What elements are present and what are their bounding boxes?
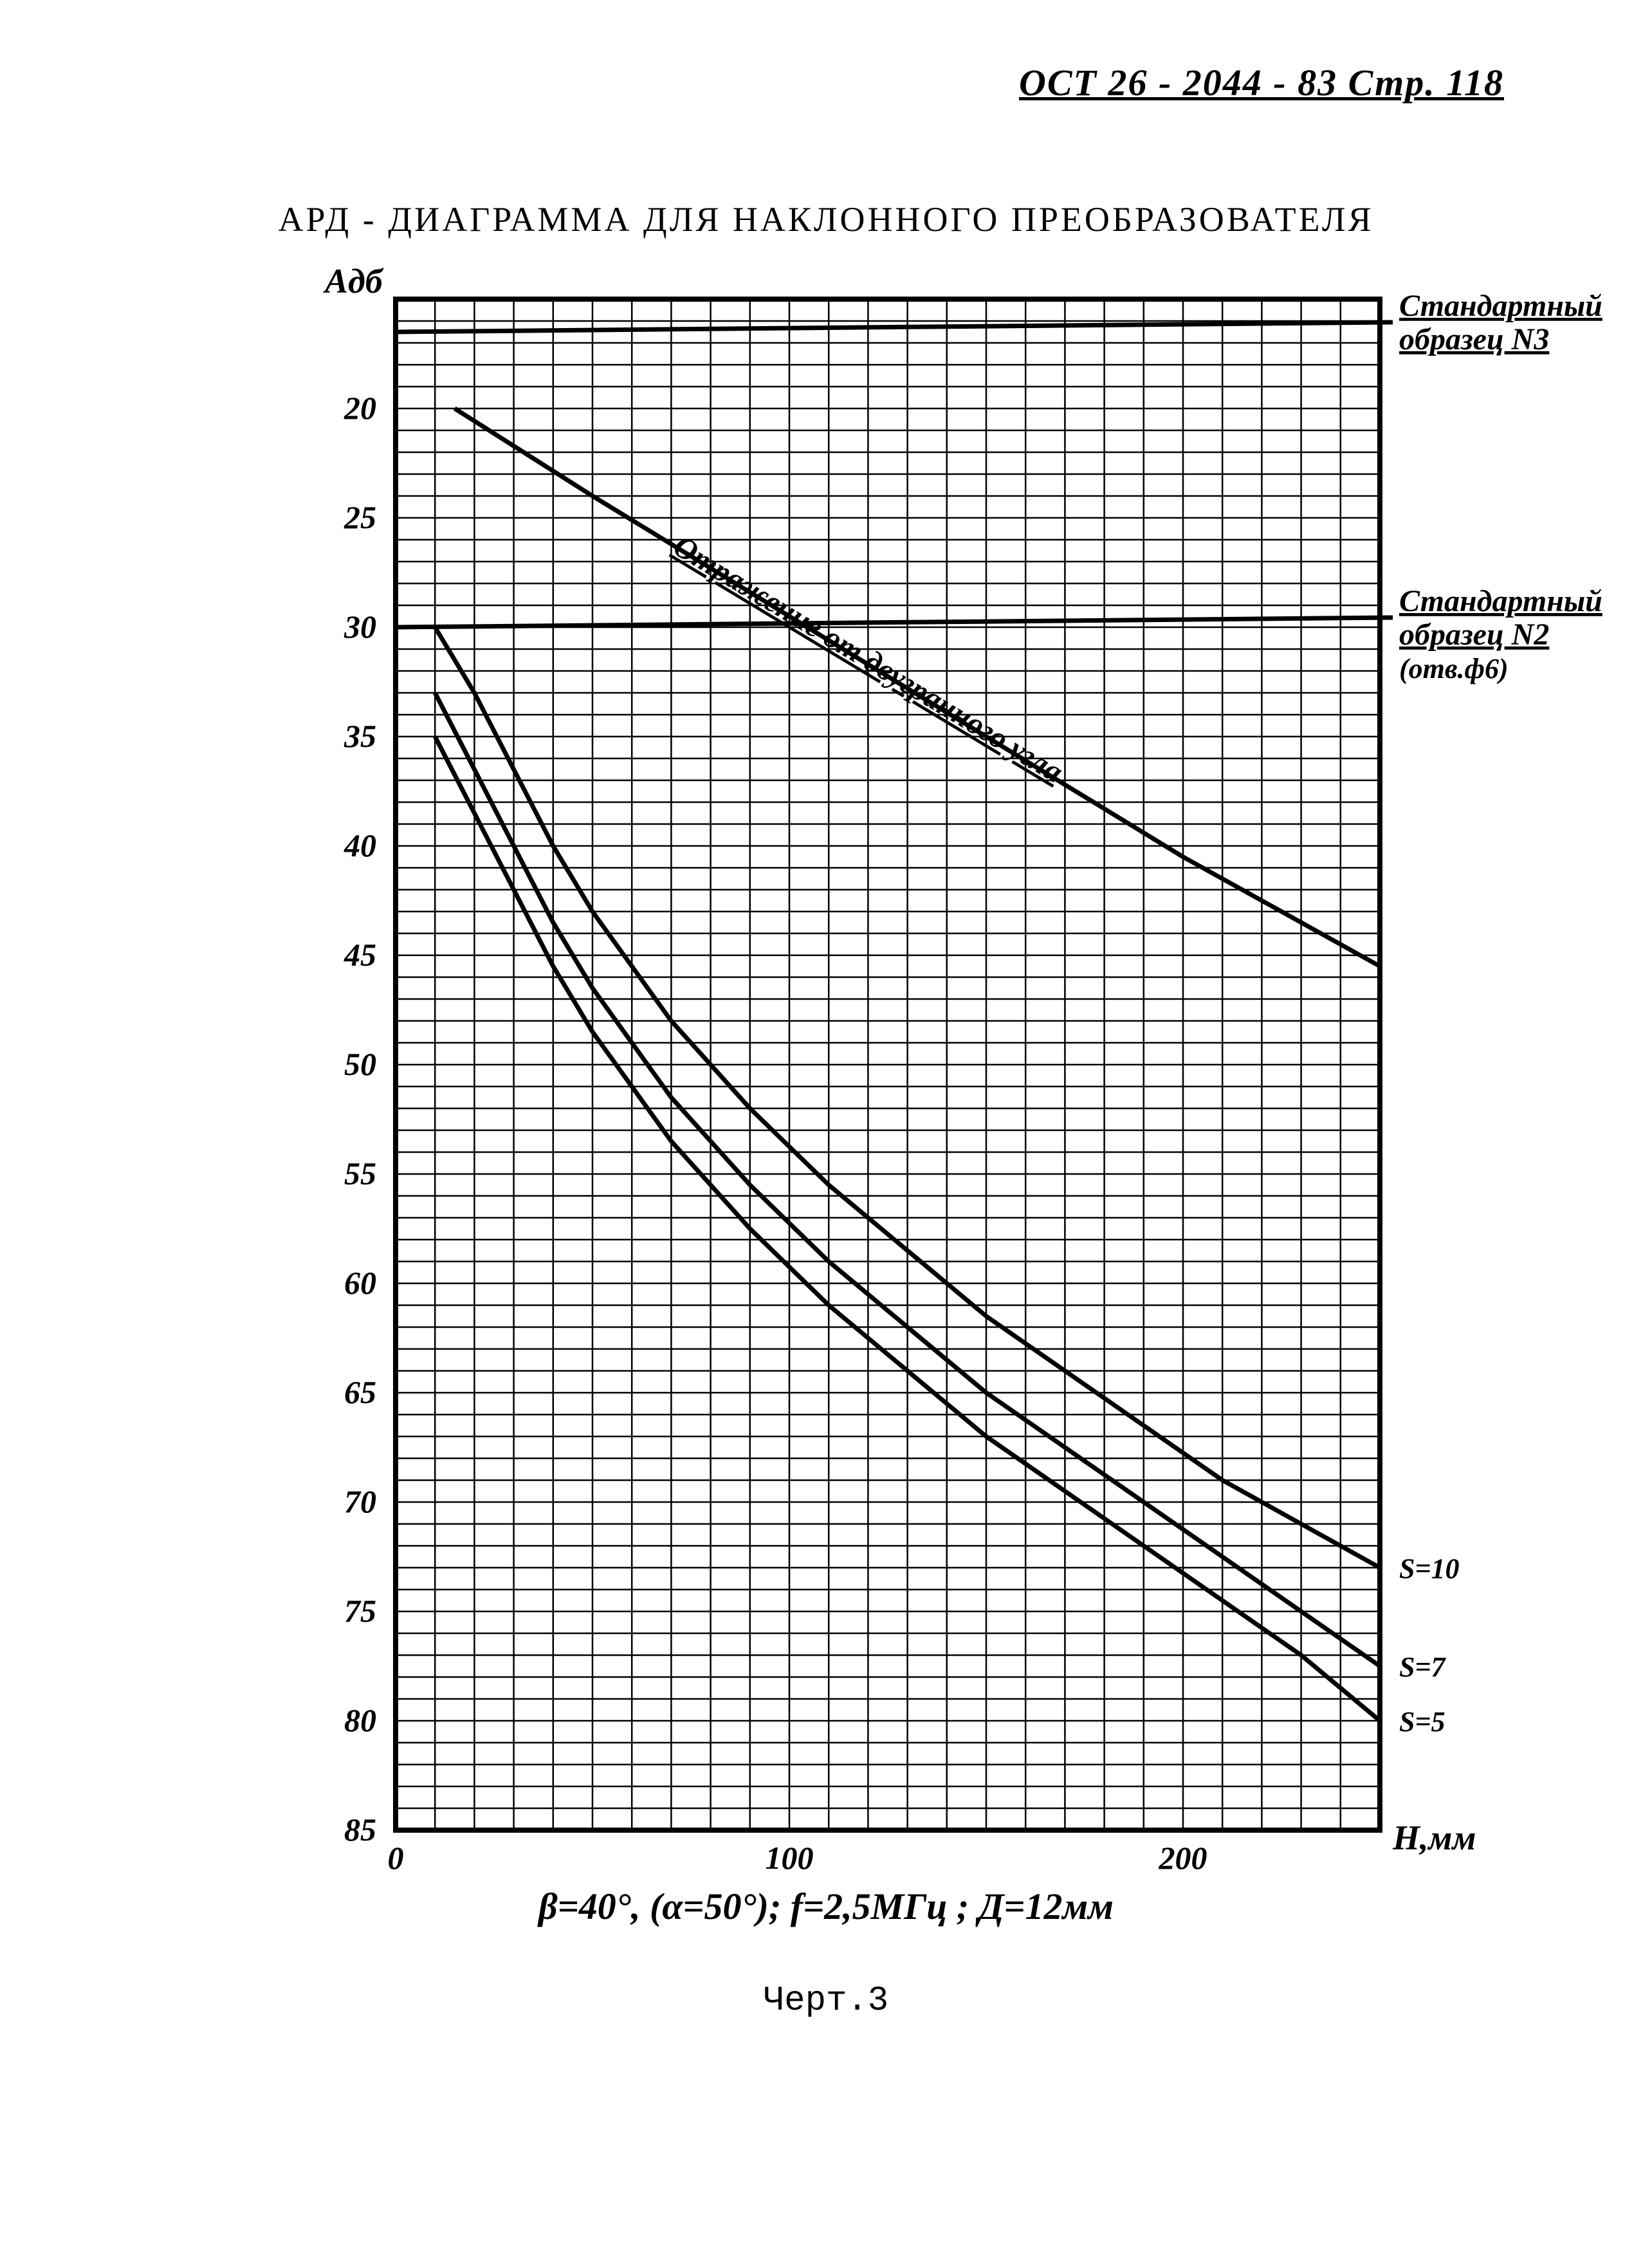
svg-text:60: 60: [344, 1265, 376, 1301]
ard-chart: 2025303540455055606570758085Aдб0100200H,…: [280, 261, 1264, 1837]
svg-text:40: 40: [344, 827, 376, 863]
svg-text:45: 45: [344, 937, 376, 973]
svg-text:100: 100: [766, 1840, 814, 1876]
document-header: ОСТ 26 - 2044 - 83 Стр. 118: [1019, 61, 1504, 104]
svg-text:образец N3: образец N3: [1399, 322, 1549, 356]
svg-text:75: 75: [344, 1593, 376, 1629]
svg-text:Стандартный: Стандартный: [1399, 584, 1602, 618]
svg-text:25: 25: [344, 499, 376, 535]
svg-text:85: 85: [344, 1811, 376, 1848]
svg-text:образец N2: образец N2: [1399, 618, 1549, 652]
svg-text:0: 0: [388, 1840, 404, 1876]
svg-text:55: 55: [344, 1155, 376, 1191]
svg-text:30: 30: [344, 609, 376, 645]
svg-text:S=7: S=7: [1399, 1651, 1447, 1683]
svg-text:Стандартный: Стандартный: [1399, 289, 1602, 323]
chart-title: АРД - ДИАГРАММА ДЛЯ НАКЛОННОГО ПРЕОБРАЗО…: [0, 199, 1652, 239]
svg-text:S=5: S=5: [1399, 1706, 1446, 1738]
svg-text:70: 70: [344, 1483, 376, 1519]
figure-label: Черт.3: [0, 1981, 1652, 2021]
svg-text:200: 200: [1159, 1840, 1207, 1876]
svg-text:50: 50: [344, 1046, 376, 1082]
svg-text:S=10: S=10: [1399, 1553, 1460, 1584]
chart-svg: 20 25 30 35 40 45 50 55 60 65 70 75 80 85 Aдб 0 100 200 H,…: [280, 261, 1502, 1882]
parameters-line: β=40°, (α=50°); f=2,5МГц ; Д=12мм: [0, 1885, 1652, 1928]
svg-text:(отв.ф6): (отв.ф6): [1399, 653, 1509, 684]
svg-text:H,мм: H,мм: [1392, 1819, 1476, 1857]
svg-text:20: 20: [344, 390, 376, 426]
svg-text:80: 80: [344, 1702, 376, 1738]
svg-text:Aдб: Aдб: [323, 262, 384, 300]
svg-text:35: 35: [344, 718, 376, 754]
page: ОСТ 26 - 2044 - 83 Стр. 118 АРД - ДИАГРА…: [0, 0, 1652, 2265]
svg-text:65: 65: [344, 1374, 376, 1410]
